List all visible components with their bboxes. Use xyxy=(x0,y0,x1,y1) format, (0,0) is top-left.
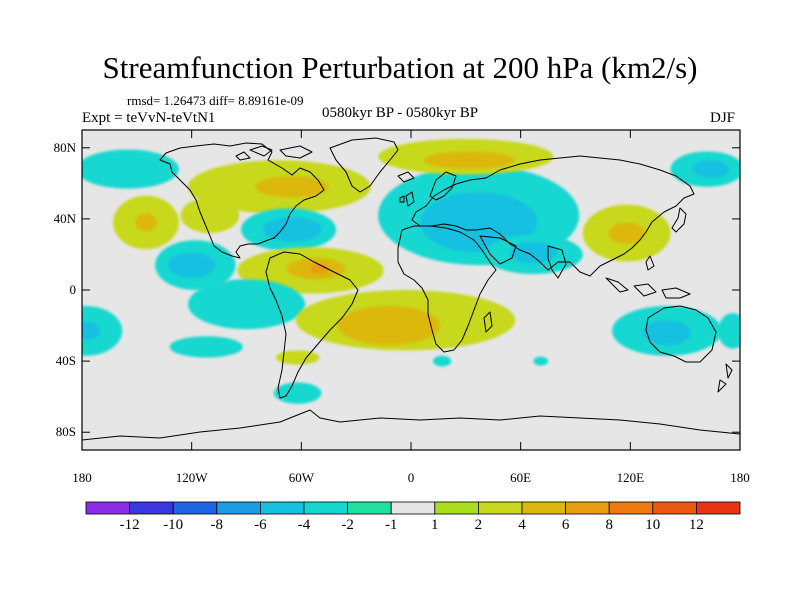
colorbar-label-10: 6 xyxy=(561,517,570,533)
contour-region-33 xyxy=(273,382,322,404)
colorbar-label-2: -8 xyxy=(210,517,224,533)
colorbar-swatch-0 xyxy=(85,501,130,515)
colorbar-swatch-14 xyxy=(696,501,741,515)
plot-title: Streamfunction Perturbation at 200 hPa (… xyxy=(102,50,698,85)
coastline-iceland xyxy=(397,171,415,183)
colorbar-label-11: 8 xyxy=(605,517,613,533)
coastline-se-asia-islands xyxy=(605,255,691,299)
colorbar-label-13: 12 xyxy=(688,517,704,533)
colorbar-swatch-5 xyxy=(303,501,348,515)
colorbar-swatch-12 xyxy=(608,501,654,515)
coastline-british-isles xyxy=(399,191,415,207)
coastline-madagascar xyxy=(483,311,493,333)
colorbar-label-8: 2 xyxy=(474,517,483,533)
lon-label-5: 120E xyxy=(616,470,645,485)
contour-region-13 xyxy=(255,176,329,198)
coastline-new-zealand xyxy=(717,363,733,393)
colorbar-label-1: -10 xyxy=(163,517,184,533)
colorbar-label-0: -12 xyxy=(119,517,140,533)
colorbar-label-6: -1 xyxy=(384,517,398,533)
lat-label-3: 40S xyxy=(55,353,76,369)
colorbar-swatch-7 xyxy=(390,501,436,515)
contour-region-8 xyxy=(82,322,101,340)
coastline-arabia-india xyxy=(479,235,567,279)
colorbar-label-9: 4 xyxy=(518,517,526,533)
lon-label-6: 180 xyxy=(730,470,750,485)
colorbar-swatch-10 xyxy=(521,501,566,515)
colorbar-label-3: -6 xyxy=(254,517,267,533)
colorbar-label-5: -2 xyxy=(341,517,354,533)
colorbar-swatch-9 xyxy=(477,501,523,515)
experiment-label: Expt = teVvN-teVtN1 xyxy=(82,110,216,126)
colorbar-swatch-8 xyxy=(434,501,479,515)
lat-label-4: 80S xyxy=(55,424,76,440)
coastline-arctic-islands xyxy=(235,145,313,161)
coastline-scandinavia xyxy=(429,171,457,201)
lon-label-3: 0 xyxy=(407,470,415,485)
contour-region-32 xyxy=(275,350,320,365)
contour-region-2 xyxy=(82,149,179,189)
contour-region-21 xyxy=(337,306,441,346)
coastline-antarctica xyxy=(82,409,740,441)
contour-region-25 xyxy=(423,151,516,170)
colorbar-swatch-2 xyxy=(172,501,218,515)
coastline-layer xyxy=(82,137,740,441)
season-label: DJF xyxy=(710,110,736,126)
contour-region-35 xyxy=(533,356,549,366)
axis-ticks xyxy=(81,130,741,450)
coastline-africa xyxy=(397,225,497,353)
contour-region-1 xyxy=(692,160,730,178)
colorbar-swatch-11 xyxy=(565,501,610,515)
lat-label-1: 40N xyxy=(53,210,76,226)
colorbar-swatch-4 xyxy=(259,501,305,515)
contour-region-9 xyxy=(718,313,740,349)
colorbar-label-4: -4 xyxy=(297,517,311,533)
coastline-japan xyxy=(671,207,687,233)
contour-region-4 xyxy=(135,213,157,232)
rmsd-diff-stats: rmsd= 1.26473 diff= 8.89161e-09 xyxy=(127,93,304,108)
lon-label-4: 60E xyxy=(510,470,532,485)
colorbar-label-7: 1 xyxy=(431,517,439,533)
contour-region-19 xyxy=(188,279,305,330)
lon-label-2: 60W xyxy=(288,470,314,485)
contour-region-27 xyxy=(509,242,558,264)
coastline-north-america xyxy=(159,142,325,259)
coastline-greenland xyxy=(329,137,399,193)
contour-region-23 xyxy=(420,192,538,253)
contour-fill-layer xyxy=(82,138,740,404)
colorbar xyxy=(85,501,741,515)
colorbar-swatch-3 xyxy=(216,501,261,515)
lon-label-0: 180 xyxy=(72,470,92,485)
colorbar-label-12: 10 xyxy=(645,517,661,533)
coastline-south-america xyxy=(265,251,359,399)
lon-label-1: 120W xyxy=(175,470,208,485)
coastline-eurasia xyxy=(411,155,695,277)
contour-region-31 xyxy=(643,320,691,346)
coastline-australia xyxy=(645,305,717,363)
map-background xyxy=(82,130,740,450)
contour-region-10 xyxy=(169,336,243,358)
contour-region-15 xyxy=(262,217,322,242)
colorbar-swatch-6 xyxy=(347,501,392,515)
lat-label-0: 80N xyxy=(53,139,76,155)
contour-region-6 xyxy=(167,252,216,278)
contour-region-34 xyxy=(432,355,452,367)
colorbar-swatch-13 xyxy=(652,501,697,515)
period-label: 0580kyr BP - 0580kyr BP xyxy=(322,105,479,121)
contour-region-7 xyxy=(82,306,123,356)
contour-region-18 xyxy=(310,263,329,274)
colorbar-swatch-1 xyxy=(129,501,174,515)
lat-label-2: 0 xyxy=(69,282,77,297)
contour-region-29 xyxy=(608,222,645,244)
